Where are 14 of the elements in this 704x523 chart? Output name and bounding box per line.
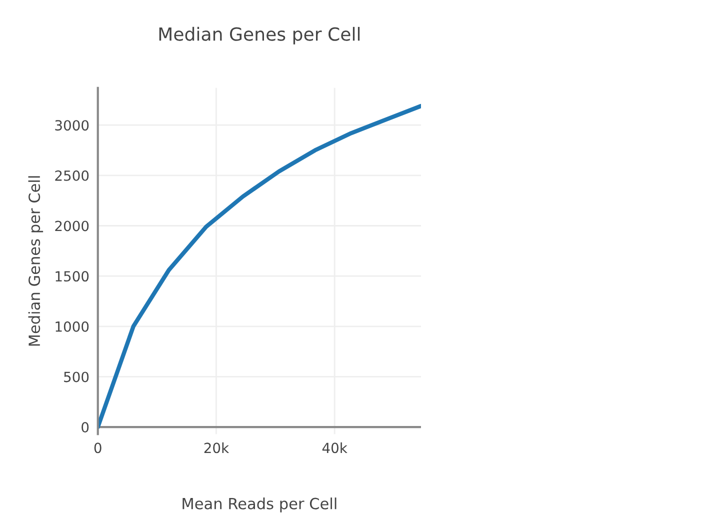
y-tick-label: 2000 bbox=[55, 220, 89, 232]
y-axis-title: Median Genes per Cell bbox=[28, 176, 44, 346]
x-tick-label: 40k bbox=[322, 442, 348, 454]
y-tick-label: 500 bbox=[64, 372, 89, 382]
x-tick-label: 0 bbox=[94, 442, 102, 454]
y-tick-label: 1000 bbox=[56, 321, 89, 332]
line-series bbox=[98, 104, 421, 430]
x-tick-label: 20k bbox=[204, 442, 230, 454]
x-axis-title: Mean Reads per Cell bbox=[182, 498, 336, 512]
y-tick-label: 0 bbox=[82, 422, 89, 433]
y-tick-label: 2500 bbox=[55, 170, 89, 181]
y-tick-label: 3000 bbox=[55, 120, 89, 131]
y-tick-label: 1500 bbox=[56, 271, 89, 282]
chart-title: Median Genes per Cell bbox=[159, 26, 360, 44]
